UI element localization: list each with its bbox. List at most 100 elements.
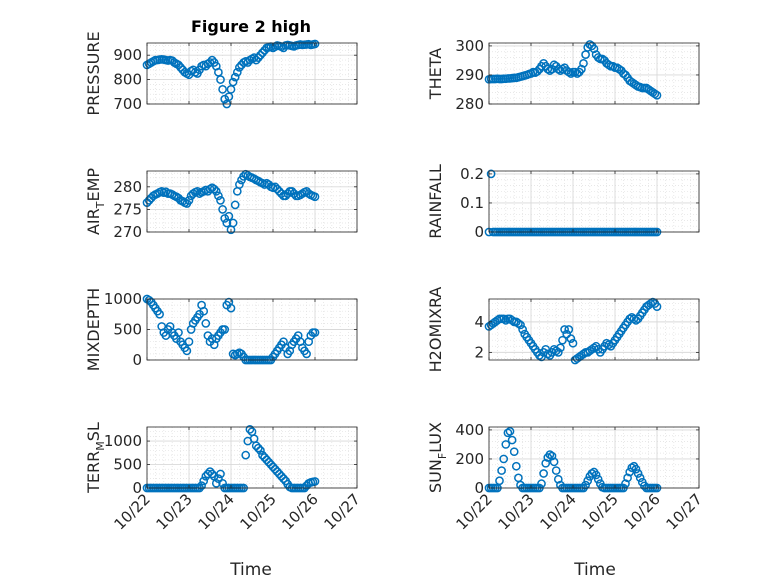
y-tick-label: 2 [474,343,484,361]
data-point [545,450,555,459]
y-tick-label: 500 [113,321,142,339]
data-point [214,191,223,201]
y-axis-label: THETA [426,48,445,100]
subplot-1: 700 800 900 PRESSURE [84,31,358,116]
data-point [631,464,641,474]
data-point [256,50,265,60]
data-point [220,325,230,334]
data-point [507,435,517,445]
data-point [245,424,255,434]
y-tick-label: 0 [132,351,142,369]
data-point [589,343,599,353]
data-point [579,58,588,68]
y-axis-label: TERRMSL [84,422,107,494]
data-point [174,60,183,70]
subplot-6: 2 4 H2OMIXRA [426,287,700,372]
data-point [226,303,236,313]
data-point [239,172,248,181]
x-axis-label-left: Time [229,560,272,580]
plot-area [147,427,357,488]
y-axis-label: RAINFALL [426,164,445,239]
data-point [201,319,211,328]
data-point [251,55,261,65]
data-point [545,66,555,75]
data-point [197,481,206,491]
data-point [516,320,525,330]
data-point [566,334,576,343]
data-point [277,189,286,198]
y-tick-label: 0 [474,479,484,497]
data-point [256,446,265,455]
data-point [564,325,574,334]
data-point [511,461,521,471]
data-point [253,443,263,453]
data-point [627,463,637,473]
data-point [209,184,219,194]
data-point [232,67,242,77]
data-point [193,186,202,196]
y-tick-label: 0.1 [460,194,484,212]
y-axis-label: SUNFLUX [426,422,449,493]
y-tick-label: 1000 [104,432,142,450]
data-point [207,55,217,65]
data-point [220,94,230,104]
data-point [211,186,221,196]
data-point [499,314,509,324]
data-point [216,469,225,479]
y-tick-label: 1000 [104,290,142,308]
data-point [633,469,643,478]
data-point [556,343,565,353]
axes-box [488,42,700,105]
axes-box [488,426,700,489]
data-point [174,328,183,337]
data-point [228,77,238,87]
data-point [310,39,320,49]
data-point [551,466,561,475]
data-point [220,214,230,223]
data-point [583,476,593,486]
subplot-grid: 700 800 900 PRESSURE 280 290 300 THETA 270 275 280… [84,31,706,533]
y-tick-label: 500 [113,456,142,474]
subplot-4: 0 0.1 0.2 RAINFALL [426,164,700,241]
y-tick-label: 700 [113,95,142,113]
data-point [553,348,563,357]
data-point [558,335,567,345]
data-point [224,211,234,221]
data-point [218,205,227,214]
data-point [211,478,221,488]
data-point [501,440,511,449]
data-point [514,319,523,328]
y-tick-label: 800 [113,71,142,89]
data-point [543,64,553,74]
data-point [207,469,217,479]
data-point [155,309,164,319]
data-point [486,169,496,179]
x-axis-label-right: Time [573,560,616,580]
y-tick-label: 270 [113,223,142,241]
data-point [652,302,662,311]
data-point [258,48,267,58]
y-tick-label: 400 [455,421,484,439]
data-point [501,316,511,325]
data-point [199,476,209,486]
subplot-3: 270 275 280 AIRTEMP [84,168,358,241]
data-point [228,218,238,228]
plot-area [489,171,699,232]
y-tick-label: 4 [474,313,484,331]
data-point [205,58,215,67]
y-tick-label: 0 [132,479,142,497]
data-point [509,447,519,457]
axes-box [488,170,700,233]
data-point [235,63,244,72]
y-tick-label: 0.2 [460,165,484,183]
axes-box [488,298,700,361]
data-point [497,466,506,475]
y-tick-label: 0 [474,223,484,241]
data-point [650,89,660,99]
data-point [216,75,225,84]
data-point [176,63,185,72]
data-point [591,470,601,480]
data-point [184,337,194,347]
data-point [532,67,542,76]
